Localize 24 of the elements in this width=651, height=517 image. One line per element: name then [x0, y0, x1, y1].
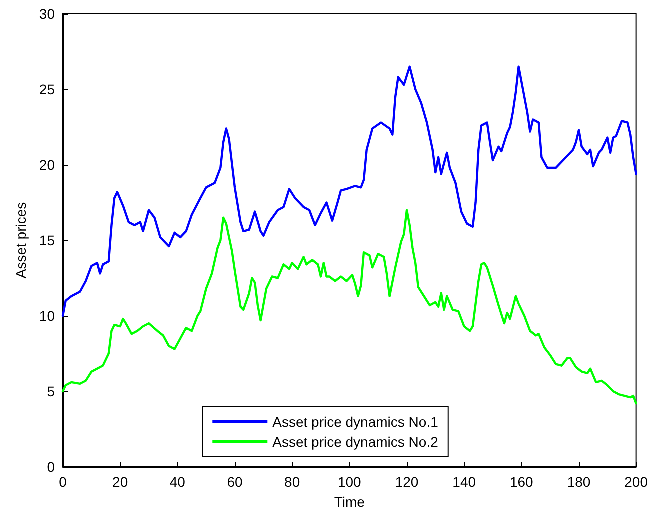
x-tick-label: 160: [510, 474, 534, 490]
x-axis-title: Time: [334, 494, 366, 510]
y-axis-title: Asset prices: [13, 202, 29, 279]
legend-label: Asset price dynamics No.2: [272, 434, 439, 450]
y-tick-label: 5: [47, 384, 56, 400]
x-tick-label: 80: [284, 474, 300, 490]
x-tick-label: 120: [395, 474, 419, 490]
x-tick-label: 180: [567, 474, 591, 490]
x-tick-label: 60: [227, 474, 243, 490]
y-tick-label: 10: [39, 308, 56, 324]
line-series: [62, 66, 638, 318]
y-tick-label: 20: [39, 157, 56, 173]
x-tick-label: 140: [452, 474, 476, 490]
line-series: [62, 209, 638, 405]
y-tick-label: 30: [39, 6, 56, 22]
x-tick-label: 0: [59, 474, 68, 490]
y-tick-label: 25: [39, 82, 56, 98]
x-tick-label: 20: [112, 474, 128, 490]
x-tick-label: 200: [624, 474, 648, 490]
x-tick-label: 40: [170, 474, 186, 490]
y-tick-label: 15: [39, 232, 56, 248]
legend-label: Asset price dynamics No.1: [272, 414, 439, 430]
x-tick-label: 100: [338, 474, 362, 490]
y-tick-label: 0: [47, 459, 56, 475]
